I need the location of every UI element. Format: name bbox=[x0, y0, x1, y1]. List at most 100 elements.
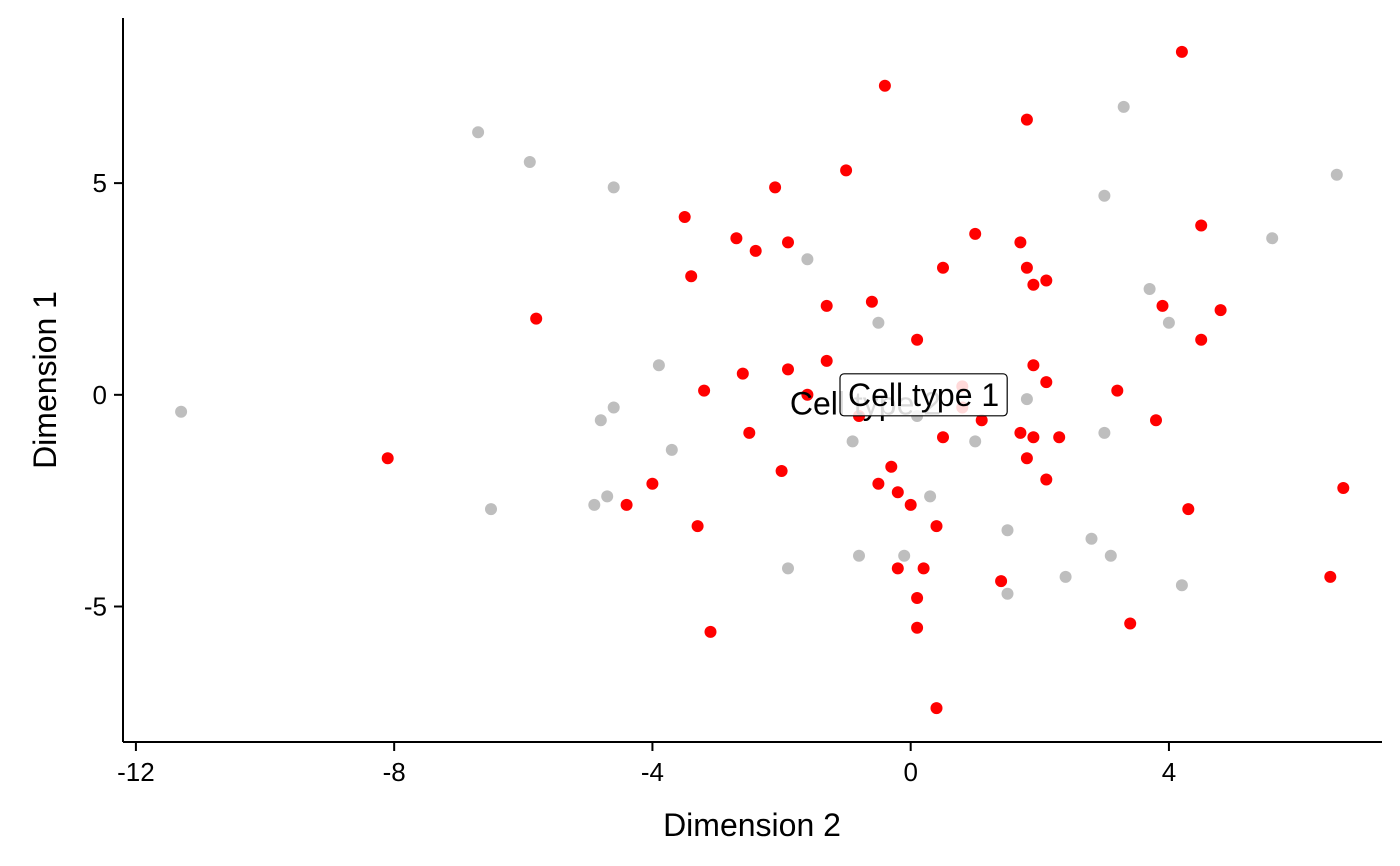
data-point-s1-28 bbox=[736, 367, 749, 380]
data-point-s1-4 bbox=[840, 164, 853, 177]
data-point-s2-32 bbox=[1059, 570, 1072, 583]
data-point-s2-31 bbox=[782, 562, 794, 575]
data-point-s2-6 bbox=[1098, 189, 1111, 202]
data-point-s1-27 bbox=[782, 363, 794, 376]
y-axis-title: Dimension 1 bbox=[27, 291, 63, 469]
data-point-s1-57 bbox=[891, 562, 904, 575]
x-tick-label-0: -12 bbox=[117, 757, 155, 787]
data-point-s2-5 bbox=[1330, 168, 1343, 181]
data-point-s1-6 bbox=[678, 211, 691, 223]
data-point-s1-51 bbox=[620, 498, 633, 511]
data-point-s2-14 bbox=[175, 405, 188, 418]
data-point-s1-31 bbox=[1111, 384, 1124, 397]
data-point-s1-46 bbox=[885, 460, 898, 473]
data-point-s1-21 bbox=[1214, 304, 1227, 317]
data-point-s2-7 bbox=[1266, 232, 1279, 245]
data-point-s1-2 bbox=[878, 79, 891, 92]
data-point-s1-62 bbox=[1124, 617, 1137, 630]
data-point-s1-38 bbox=[1014, 426, 1027, 439]
data-point-s1-19 bbox=[820, 299, 833, 312]
data-point-s2-12 bbox=[652, 359, 665, 372]
data-point-s1-29 bbox=[1040, 376, 1053, 389]
x-tick-label-4: 4 bbox=[1162, 757, 1176, 787]
data-point-s2-21 bbox=[665, 443, 678, 456]
x-axis-title: Dimension 2 bbox=[663, 807, 841, 843]
data-point-s1-17 bbox=[1027, 278, 1040, 291]
data-point-s2-23 bbox=[588, 498, 601, 511]
data-point-s1-23 bbox=[911, 333, 924, 346]
data-point-s1-50 bbox=[891, 486, 904, 499]
data-point-s1-22 bbox=[530, 312, 543, 325]
data-point-s1-64 bbox=[704, 625, 717, 638]
data-point-s1-26 bbox=[1027, 359, 1040, 372]
data-point-s1-47 bbox=[1040, 473, 1053, 486]
data-point-s2-25 bbox=[924, 490, 937, 503]
data-point-s2-29 bbox=[898, 549, 911, 562]
data-point-s1-53 bbox=[1182, 503, 1195, 516]
data-point-s2-19 bbox=[846, 435, 859, 448]
data-point-s1-1 bbox=[1175, 45, 1188, 58]
ticks: -12 -8 -4 0 4 -5 0 5 bbox=[84, 168, 1176, 787]
data-point-s1-56 bbox=[930, 520, 943, 533]
data-point-s1-55 bbox=[691, 520, 704, 533]
data-point-s1-39 bbox=[743, 426, 756, 439]
data-point-s1-52 bbox=[904, 498, 917, 511]
data-point-s2-13 bbox=[1020, 393, 1033, 406]
x-tick-label-1: -8 bbox=[383, 757, 406, 787]
data-point-s1-58 bbox=[917, 562, 930, 575]
points-layer bbox=[175, 45, 1350, 715]
data-point-s1-44 bbox=[1020, 452, 1033, 465]
data-point-s1-42 bbox=[1053, 431, 1066, 444]
data-point-s2-30 bbox=[1104, 549, 1117, 562]
data-point-s2-1 bbox=[1117, 100, 1130, 113]
x-tick-label-3: 0 bbox=[903, 757, 917, 787]
data-point-s1-11 bbox=[1014, 236, 1027, 249]
data-point-s1-60 bbox=[1324, 570, 1337, 583]
data-point-s2-24 bbox=[485, 503, 497, 516]
data-point-s1-49 bbox=[646, 477, 659, 490]
data-point-s2-2 bbox=[472, 126, 485, 139]
annotation-label-box bbox=[839, 373, 1008, 417]
data-point-s2-10 bbox=[1162, 316, 1175, 329]
y-tick-label-1: 0 bbox=[93, 380, 107, 410]
data-point-s2-22 bbox=[601, 490, 614, 503]
axes bbox=[122, 18, 1382, 743]
data-point-s1-10 bbox=[782, 236, 794, 249]
data-point-s1-65 bbox=[930, 702, 943, 715]
data-point-s1-43 bbox=[381, 452, 394, 465]
data-point-s1-36 bbox=[1150, 414, 1162, 427]
data-point-s2-33 bbox=[1175, 579, 1188, 592]
data-point-s1-61 bbox=[911, 592, 924, 604]
data-point-s1-32 bbox=[801, 388, 814, 401]
data-point-s2-28 bbox=[853, 549, 865, 562]
data-point-s2-15 bbox=[607, 401, 620, 414]
data-point-s1-63 bbox=[911, 621, 924, 634]
data-point-s1-20 bbox=[1156, 299, 1169, 312]
data-point-s1-8 bbox=[969, 227, 982, 240]
data-point-s1-48 bbox=[872, 477, 885, 490]
data-point-s1-18 bbox=[865, 295, 878, 308]
data-point-s2-20 bbox=[969, 435, 982, 448]
data-point-s1-41 bbox=[937, 431, 949, 444]
data-point-s2-27 bbox=[1085, 532, 1098, 545]
data-point-s2-34 bbox=[1001, 587, 1014, 600]
data-point-s1-7 bbox=[1195, 219, 1208, 232]
data-point-s1-40 bbox=[1027, 431, 1040, 444]
data-point-s1-25 bbox=[820, 354, 833, 367]
x-tick-label-2: -4 bbox=[641, 757, 664, 787]
data-point-s1-59 bbox=[995, 575, 1008, 588]
data-point-s2-9 bbox=[1143, 283, 1156, 295]
data-point-s2-18 bbox=[1098, 426, 1111, 439]
data-point-s1-9 bbox=[730, 232, 743, 245]
data-point-s1-3 bbox=[1020, 113, 1033, 126]
data-point-s2-4 bbox=[607, 181, 620, 194]
data-point-s1-14 bbox=[1020, 261, 1033, 274]
data-point-s1-45 bbox=[775, 465, 788, 477]
data-point-s1-16 bbox=[1040, 274, 1053, 287]
data-point-s1-30 bbox=[698, 384, 711, 397]
data-point-s1-54 bbox=[1337, 482, 1350, 494]
y-tick-label-2: 5 bbox=[93, 168, 107, 198]
data-point-s2-26 bbox=[1001, 524, 1014, 537]
data-point-s2-8 bbox=[801, 253, 814, 266]
